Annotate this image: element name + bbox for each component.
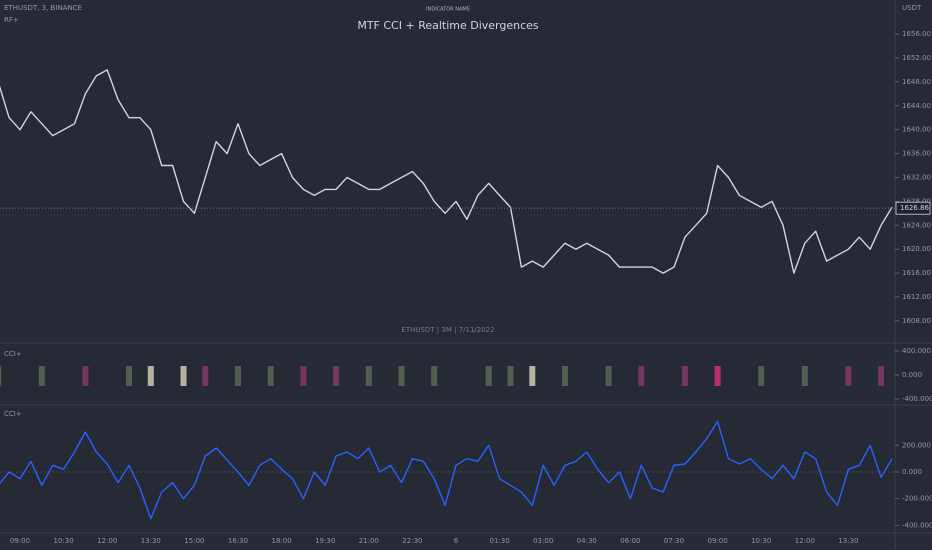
x-tick-label: 09:00 xyxy=(10,537,30,545)
stripe xyxy=(365,366,372,386)
x-tick-label: 19:30 xyxy=(315,537,335,545)
series-line xyxy=(0,420,893,520)
x-tick-label: 21:00 xyxy=(359,537,379,545)
stripe xyxy=(147,366,154,386)
x-tick-label: 15:00 xyxy=(184,537,204,545)
stripe xyxy=(431,366,438,386)
indicator-short: RF+ xyxy=(4,16,19,24)
y-tick-label: -200.000 xyxy=(902,495,932,503)
pane-label: CCI+ xyxy=(4,410,22,418)
stripe xyxy=(126,366,132,386)
y-tick-label: 1616.00 xyxy=(902,269,931,277)
y-tick-label: 1648.00 xyxy=(902,78,931,86)
stripe xyxy=(562,366,568,386)
last-price-box xyxy=(895,201,931,215)
y-tick-label: -400.000 xyxy=(902,521,932,529)
y-tick-label: 0.000 xyxy=(902,468,922,476)
y-tick-label: 1640.00 xyxy=(902,126,931,134)
x-tick-label: 12:00 xyxy=(97,537,117,545)
y-tick-label: 1656.00 xyxy=(902,30,931,38)
pane-label: CCI+ xyxy=(4,350,22,358)
stripe xyxy=(801,366,808,386)
stripe xyxy=(398,366,405,386)
x-tick-label: 16:30 xyxy=(228,537,248,545)
y-tick-label: 1644.00 xyxy=(902,102,931,110)
symbol-label: ETHUSDT, 3, BINANCE xyxy=(4,4,82,12)
series-line xyxy=(0,69,893,274)
stripe xyxy=(485,366,492,386)
stripe xyxy=(300,366,307,386)
y-tick-label: 1628.00 xyxy=(902,197,931,205)
stripe xyxy=(235,366,241,386)
x-tick-label: 09:00 xyxy=(708,537,728,545)
y-tick-label: 1612.00 xyxy=(902,293,931,301)
stripe xyxy=(267,366,274,386)
x-tick-label: 6 xyxy=(454,537,459,545)
stripe xyxy=(0,366,2,386)
x-tick-label: 10:30 xyxy=(54,537,74,545)
chart-title: MTF CCI + Realtime Divergences xyxy=(357,19,539,32)
stripe xyxy=(681,366,688,386)
stripe xyxy=(638,366,645,386)
x-tick-label: 10:30 xyxy=(751,537,771,545)
x-tick-label: 12:00 xyxy=(795,537,815,545)
stripe xyxy=(529,366,536,386)
x-tick-label: 22:30 xyxy=(402,537,422,545)
stripe xyxy=(845,366,852,386)
stripe xyxy=(202,366,209,386)
y-tick-label: 400.000 xyxy=(902,347,931,355)
x-tick-label: 18:00 xyxy=(272,537,292,545)
stripe xyxy=(507,366,514,386)
stripe xyxy=(82,366,89,386)
y-tick-label: 1636.00 xyxy=(902,150,931,158)
x-tick-label: 06:00 xyxy=(620,537,640,545)
stripe xyxy=(333,366,340,386)
y-tick-label: 1620.00 xyxy=(902,245,931,253)
y-tick-label: 1632.00 xyxy=(902,173,931,181)
stripe xyxy=(38,366,45,386)
last-price-label: 1626.86 xyxy=(900,204,929,212)
y-tick-label: 1624.00 xyxy=(902,221,931,229)
watermark: ETHUSDT | 3M | 7/11/2022 xyxy=(401,326,494,334)
x-tick-label: 03:00 xyxy=(533,537,553,545)
y-tick-label: 1608.00 xyxy=(902,317,931,325)
x-tick-label: 13:30 xyxy=(838,537,858,545)
y-tick-label: 1652.00 xyxy=(902,54,931,62)
y-tick-label: -400.000 xyxy=(902,395,932,403)
indicator-caption: INDICATOR NAME xyxy=(426,7,470,13)
x-tick-label: 04:30 xyxy=(577,537,597,545)
x-tick-label: 01:30 xyxy=(490,537,510,545)
stripe xyxy=(714,366,721,386)
y-tick-label: 0.000 xyxy=(902,371,922,379)
stripe xyxy=(758,366,765,386)
stripe xyxy=(180,366,187,386)
stripe xyxy=(878,366,885,386)
x-tick-label: 07:30 xyxy=(664,537,684,545)
x-tick-label: 13:30 xyxy=(141,537,161,545)
y-tick-label: 200.000 xyxy=(902,441,931,449)
currency-label: USDT xyxy=(902,4,922,12)
stripe xyxy=(605,366,612,386)
